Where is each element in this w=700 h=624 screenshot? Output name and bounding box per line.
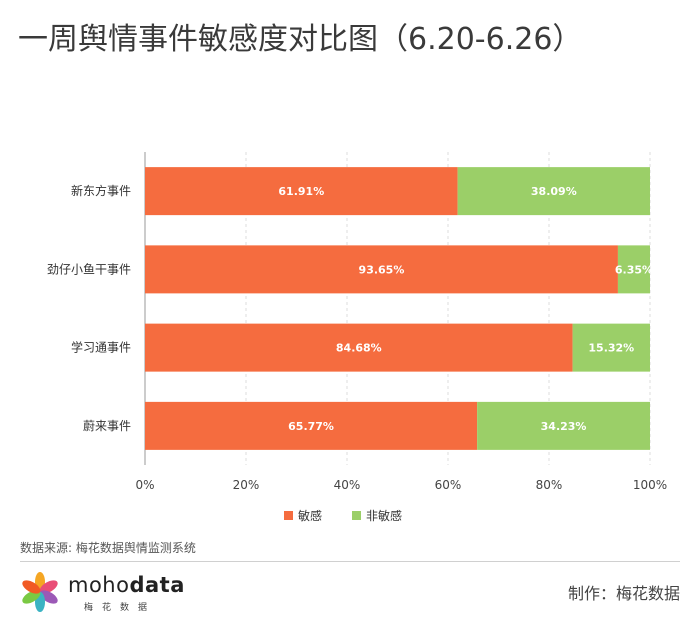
category-label: 蔚来事件 <box>83 419 131 433</box>
bar-segment <box>572 323 650 372</box>
legend-swatch <box>352 511 361 520</box>
data-label: 38.09% <box>531 185 577 198</box>
legend-label: 敏感 <box>298 508 322 523</box>
data-label: 61.91% <box>278 185 324 198</box>
data-label: 6.35% <box>615 263 653 276</box>
data-source: 数据来源: 梅花数据舆情监测系统 <box>20 541 196 555</box>
bar-segment <box>145 167 458 216</box>
legend: 敏感 非敏感 <box>284 508 402 523</box>
brand-regular: moho <box>68 573 130 597</box>
category-label: 学习通事件 <box>71 340 131 355</box>
data-label: 34.23% <box>541 420 587 433</box>
x-tick-label: 20% <box>233 478 260 492</box>
data-label: 84.68% <box>336 342 382 355</box>
brand-subtitle: 梅花数据 <box>84 603 157 613</box>
brand-name: mohodata <box>68 573 185 597</box>
bar-segment <box>457 167 650 216</box>
x-tick-label: 40% <box>334 478 361 492</box>
bars: 61.91% 38.09% 93.65% 6.35% 84.68% 15.32% 65.77… <box>145 167 653 450</box>
chart-title: 一周舆情事件敏感度对比图（6.20-6.26） <box>18 22 583 57</box>
brand-bold: data <box>129 573 185 597</box>
bar-segment <box>145 245 618 294</box>
data-label: 93.65% <box>359 263 405 276</box>
legend-label: 非敏感 <box>366 508 402 523</box>
data-label: 65.77% <box>288 420 334 433</box>
category-label: 新东方事件 <box>71 183 131 198</box>
legend-swatch <box>284 511 293 520</box>
x-tick-labels: 0% 20% 40% 60% 80% 100% <box>135 478 667 492</box>
credit-text: 制作：梅花数据 <box>567 584 680 603</box>
bar-segment <box>617 245 650 294</box>
bar-segment <box>477 401 650 450</box>
x-tick-label: 60% <box>435 478 462 492</box>
data-label: 15.32% <box>588 342 634 355</box>
stacked-bar-chart: 61.91% 38.09% 93.65% 6.35% 84.68% 15.32% 65.77… <box>47 152 667 523</box>
bar-segment <box>145 401 478 450</box>
bar-segment <box>145 323 573 372</box>
x-tick-label: 0% <box>135 478 154 492</box>
pinwheel-logo-icon <box>22 572 58 612</box>
x-tick-label: 100% <box>633 478 667 492</box>
category-label: 劲仔小鱼干事件 <box>47 262 131 276</box>
x-tick-label: 80% <box>536 478 563 492</box>
footer-divider <box>20 561 680 562</box>
